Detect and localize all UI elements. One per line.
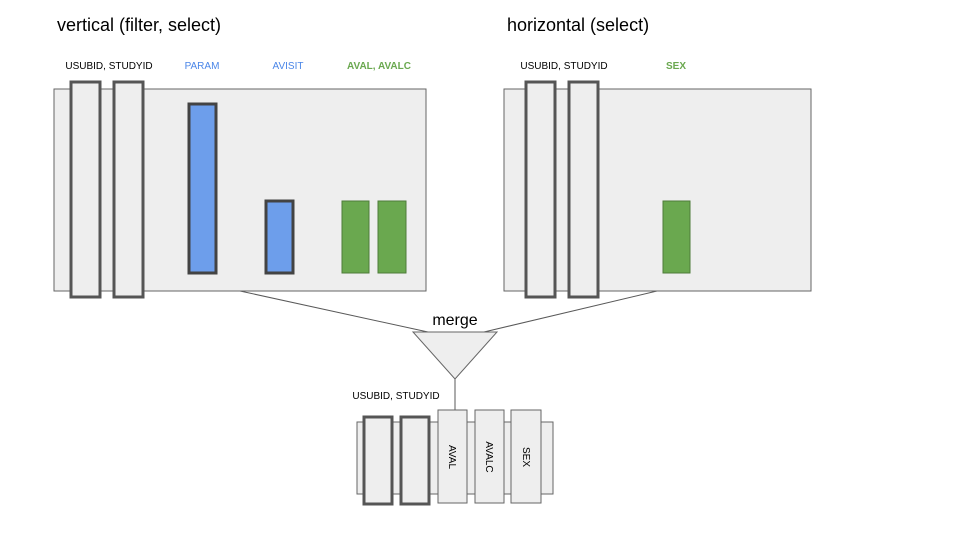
result-aval-label: AVAL	[446, 445, 457, 470]
horizontal-keys-label: USUBID, STUDYID	[520, 61, 607, 72]
horizontal-panel	[503, 80, 812, 299]
avalc-column	[377, 200, 407, 274]
result-sex-column	[510, 409, 542, 504]
horizontal-usubid-column	[524, 80, 557, 299]
result-table: AVAL AVALC SEX	[356, 409, 554, 506]
aval-avalc-label: AVAL, AVALC	[347, 61, 411, 72]
result-usubid-column	[362, 415, 394, 506]
horizontal-merge-connector	[483, 290, 658, 333]
result-studyid-column	[399, 415, 431, 506]
sex-label: SEX	[666, 61, 686, 72]
result-sex-label: SEX	[520, 447, 531, 467]
vertical-studyid-column	[112, 80, 145, 299]
vertical-keys-label: USUBID, STUDYID	[65, 61, 152, 72]
aval-column	[341, 200, 370, 274]
vertical-panel	[53, 80, 427, 299]
merge-label: merge	[432, 312, 477, 329]
sex-column	[662, 200, 691, 274]
result-avalc-column	[474, 409, 505, 504]
result-keys-label: USUBID, STUDYID	[352, 391, 439, 402]
avisit-label: AVISIT	[273, 61, 304, 72]
vertical-table	[53, 88, 427, 292]
vertical-title: vertical (filter, select)	[57, 15, 221, 35]
horizontal-title: horizontal (select)	[507, 15, 649, 35]
result-avalc-label: AVALC	[483, 441, 494, 472]
merge-funnel-icon	[411, 331, 499, 380]
avisit-column	[264, 199, 295, 275]
vertical-usubid-column	[69, 80, 102, 299]
horizontal-studyid-column	[567, 80, 600, 299]
param-column	[187, 102, 218, 275]
param-label: PARAM	[185, 61, 220, 72]
result-aval-column	[437, 409, 468, 504]
vertical-merge-connector	[239, 290, 429, 333]
